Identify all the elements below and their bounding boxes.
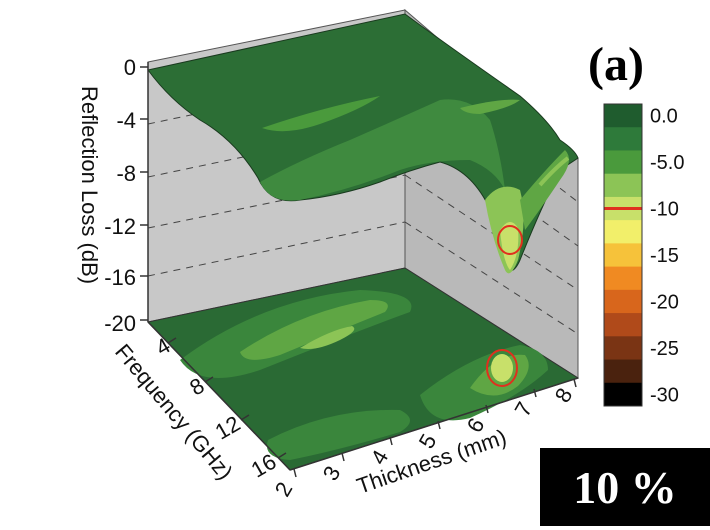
thickness-axis-line <box>289 377 579 471</box>
thickness-tick-label: 8 <box>550 384 578 407</box>
colorbar-swatch <box>604 150 642 175</box>
colorbar-swatch <box>604 359 642 384</box>
surface-band-3 <box>460 99 520 114</box>
surface-band-2 <box>262 96 380 132</box>
colorbar-label: -10 <box>650 199 679 221</box>
colorbar-swatch <box>604 382 642 407</box>
colorbar-label: -25 <box>650 338 679 360</box>
colorbar-swatch <box>604 313 642 337</box>
colorbar-label: 0.0 <box>650 106 678 128</box>
colorbar-label: -5.0 <box>650 152 684 174</box>
floor-contours <box>180 290 548 460</box>
colorbar-swatch <box>604 220 642 244</box>
panel-label: (a) <box>588 38 644 91</box>
thickness-tick-label: 7 <box>510 398 538 421</box>
colorbar-label: -20 <box>650 291 679 313</box>
z-tick-label: 0 <box>124 55 136 80</box>
z-tick-label: -20 <box>104 311 136 336</box>
z-tick-label: -8 <box>116 161 136 186</box>
colorbar: 0.0 -5.0 -10 -15 -20 -25 -30 <box>603 103 684 407</box>
thickness-ticks <box>293 378 577 478</box>
z-tick-label: -12 <box>104 214 136 239</box>
surface-band-1 <box>260 99 505 201</box>
rl-surface <box>147 13 579 274</box>
thickness-tick-label: 3 <box>318 462 346 485</box>
surface-contour-minus10 <box>497 225 523 255</box>
z-tick-label: -16 <box>104 265 136 290</box>
surface-ridge <box>538 156 570 187</box>
concentration-badge-text: 10 % <box>573 462 677 513</box>
z-ticks <box>140 66 148 321</box>
colorbar-swatch <box>604 336 642 361</box>
colorbar-frame <box>603 103 643 407</box>
colorbar-swatch <box>604 104 642 128</box>
colorbar-swatch <box>604 289 642 314</box>
colorbar-swatch <box>604 173 642 198</box>
colorbar-swatch <box>604 266 642 291</box>
z-axis-title: Reflection Loss (dB) <box>77 86 102 284</box>
freq-ticks <box>167 337 287 459</box>
surface-dip-2 <box>500 221 519 270</box>
colorbar-label: -15 <box>650 245 679 267</box>
colorbar-swatch <box>604 243 642 268</box>
z-tick-label: -4 <box>116 108 136 133</box>
freq-axis-line <box>147 321 291 471</box>
colorbar-swatch <box>604 127 642 151</box>
thickness-tick-label: 2 <box>270 478 298 501</box>
concentration-badge <box>540 448 710 526</box>
colorbar-label: -30 <box>650 384 679 406</box>
